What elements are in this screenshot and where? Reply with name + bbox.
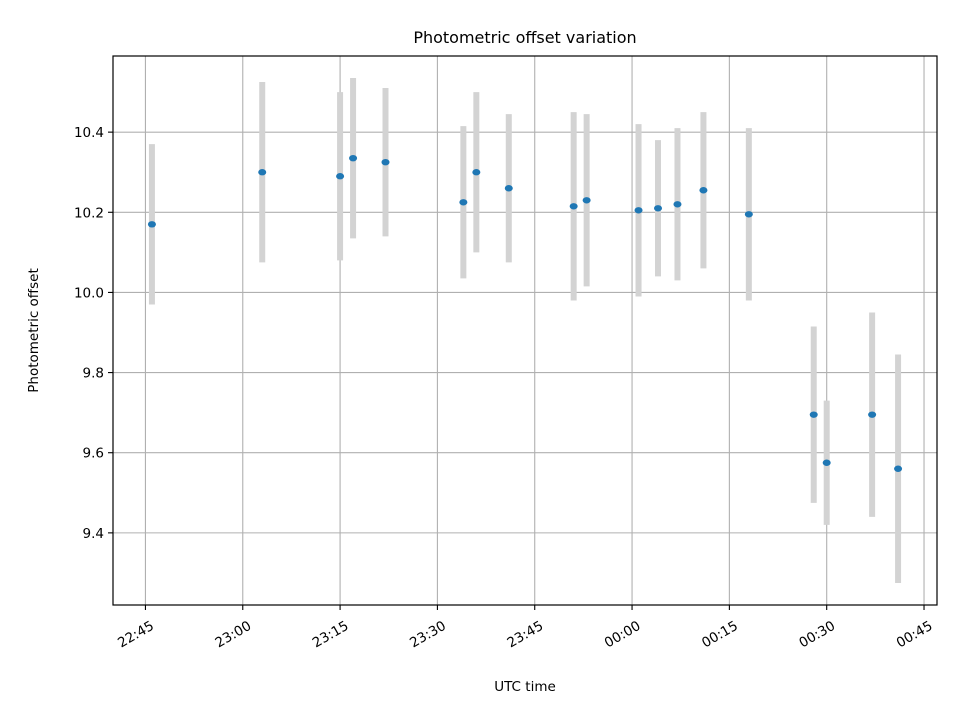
data-point	[349, 154, 358, 162]
data-point	[634, 207, 643, 214]
x-axis-label: UTC time	[494, 679, 556, 695]
data-point	[569, 203, 578, 210]
data-point	[459, 199, 468, 206]
y-tick-label: 9.8	[83, 366, 104, 382]
y-tick-label: 9.6	[83, 446, 104, 462]
point-layer	[147, 154, 903, 472]
data-point	[809, 411, 818, 418]
data-point	[472, 169, 481, 176]
data-point	[582, 197, 591, 204]
y-axis-ticks: 9.4 9.6 9.8 10.0 10.2 10.4	[74, 125, 113, 542]
data-point	[744, 211, 753, 218]
y-tick-label: 10.4	[74, 125, 104, 141]
chart-title: Photometric offset variation	[413, 28, 636, 47]
data-point	[894, 465, 903, 472]
y-axis-label: Photometric offset	[26, 268, 42, 392]
plot-frame	[112, 55, 938, 606]
data-point	[258, 169, 267, 176]
data-point	[504, 185, 513, 192]
data-point	[699, 187, 708, 194]
data-point	[822, 459, 831, 466]
y-tick-label: 10.2	[74, 205, 104, 221]
y-tick-label: 10.0	[74, 285, 104, 301]
data-point	[868, 411, 877, 418]
y-tick-label: 9.4	[83, 526, 104, 542]
data-point	[147, 221, 156, 228]
data-point	[381, 158, 390, 166]
data-point	[336, 173, 345, 180]
data-point	[673, 201, 682, 208]
data-point	[654, 205, 663, 212]
